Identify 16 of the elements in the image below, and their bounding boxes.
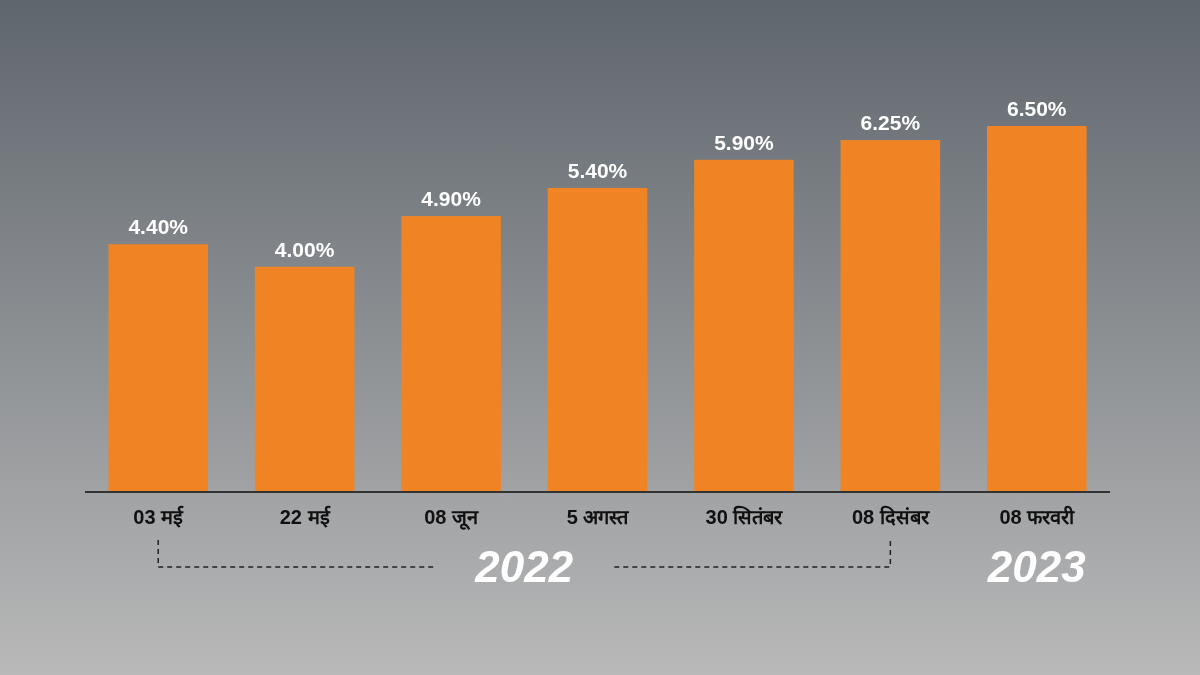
data-label: 4.90% bbox=[421, 187, 482, 211]
x-tick-label: 5 अगस्त bbox=[566, 506, 631, 528]
x-tick-label: 08 जून bbox=[424, 506, 479, 530]
text: 2023 bbox=[986, 542, 1086, 591]
data-label: 5.90% bbox=[714, 130, 775, 154]
data-label: 4.00% bbox=[274, 237, 335, 261]
data-label: 4.40% bbox=[128, 215, 189, 239]
data-label: 6.50% bbox=[1007, 97, 1067, 120]
text: 2022 bbox=[474, 542, 574, 591]
x-tick-label: 08 फरवरी bbox=[999, 505, 1076, 528]
x-tick-label: 08 दिसंबर bbox=[851, 505, 930, 528]
data-label: 6.25% bbox=[860, 111, 921, 135]
x-tick-label: 22 मई bbox=[279, 505, 331, 528]
data-label: 5.40% bbox=[567, 158, 628, 182]
x-tick-label: 03 मई bbox=[133, 505, 185, 528]
x-tick-label: 30 सितंबर bbox=[705, 505, 784, 528]
